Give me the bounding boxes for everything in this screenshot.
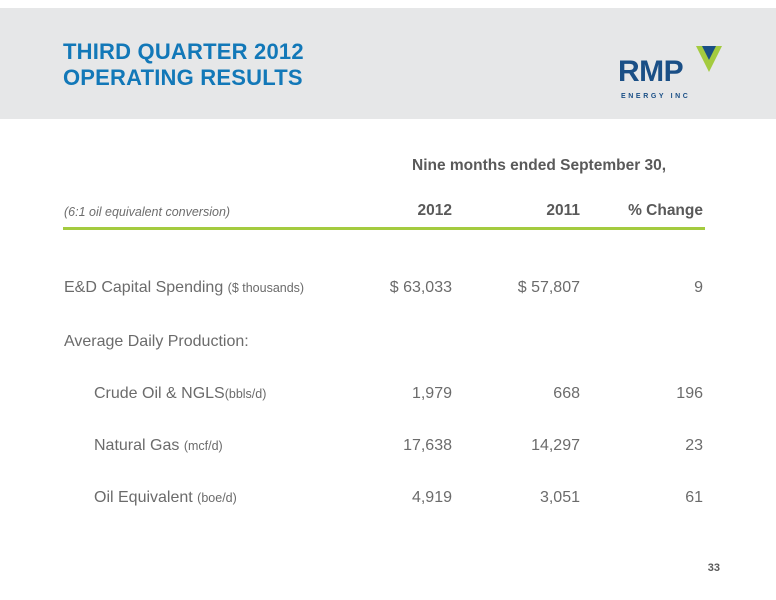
row-label-text: Crude Oil & NGLS [94,385,225,402]
row-label-text: Average Daily Production: [64,333,249,350]
value-2012: 1,979 [411,385,452,402]
company-logo: RMP ENERGY INC [618,44,728,104]
value-2011: $ 57,807 [517,279,580,296]
value-change: 196 [676,385,703,402]
row-unit: (boe/d) [197,491,237,505]
col-header-2012: 2012 [417,202,452,219]
row-label: Oil Equivalent (boe/d) [94,489,237,507]
col-header-2011: 2011 [546,202,580,219]
table-row-capital-spending: E&D Capital Spending ($ thousands) $ 63,… [0,279,776,303]
logo-wordmark: RMP [618,55,684,88]
row-label-text: Natural Gas [94,437,184,454]
table-row-oil-equivalent: Oil Equivalent (boe/d) 4,919 3,051 61 [0,489,776,513]
logo-chevron-icon [696,46,722,72]
header-divider [63,227,705,230]
row-unit: (bbls/d) [224,387,267,401]
logo-subtitle: ENERGY INC [621,93,691,100]
header-band: THIRD QUARTER 2012 OPERATING RESULTS RMP… [0,8,776,119]
row-unit: (mcf/d) [183,439,223,453]
value-change: 9 [694,279,703,296]
row-label-text: Oil Equivalent [94,489,198,506]
row-unit: ($ thousands) [227,281,305,295]
period-header: Nine months ended September 30, [412,157,667,174]
table-row-natural-gas: Natural Gas (mcf/d) 17,638 14,297 23 [0,437,776,461]
value-change: 61 [685,489,703,506]
row-label: Crude Oil & NGLS(bbls/d) [94,385,266,403]
col-header-change: % Change [628,202,703,219]
row-label: Average Daily Production: [64,333,249,351]
value-change: 23 [685,437,703,454]
page-number: 33 [707,562,720,574]
slide-title: THIRD QUARTER 2012 OPERATING RESULTS [63,39,304,91]
row-label: Natural Gas (mcf/d) [94,437,223,455]
conversion-note: (6:1 oil equivalent conversion) [64,205,231,219]
title-line-2: OPERATING RESULTS [63,65,303,90]
value-2011: 668 [553,385,580,402]
value-2011: 14,297 [531,437,580,454]
table-row-crude-oil: Crude Oil & NGLS(bbls/d) 1,979 668 196 [0,385,776,409]
value-2012: 17,638 [403,437,452,454]
value-2012: $ 63,033 [389,279,452,296]
column-header-row: (6:1 oil equivalent conversion) 2012 201… [0,200,776,224]
value-2011: 3,051 [539,489,580,506]
row-label-text: E&D Capital Spending [64,279,228,296]
value-2012: 4,919 [411,489,452,506]
title-line-1: THIRD QUARTER 2012 [63,39,304,64]
row-label: E&D Capital Spending ($ thousands) [64,279,304,297]
table-row-production-heading: Average Daily Production: [0,333,776,357]
